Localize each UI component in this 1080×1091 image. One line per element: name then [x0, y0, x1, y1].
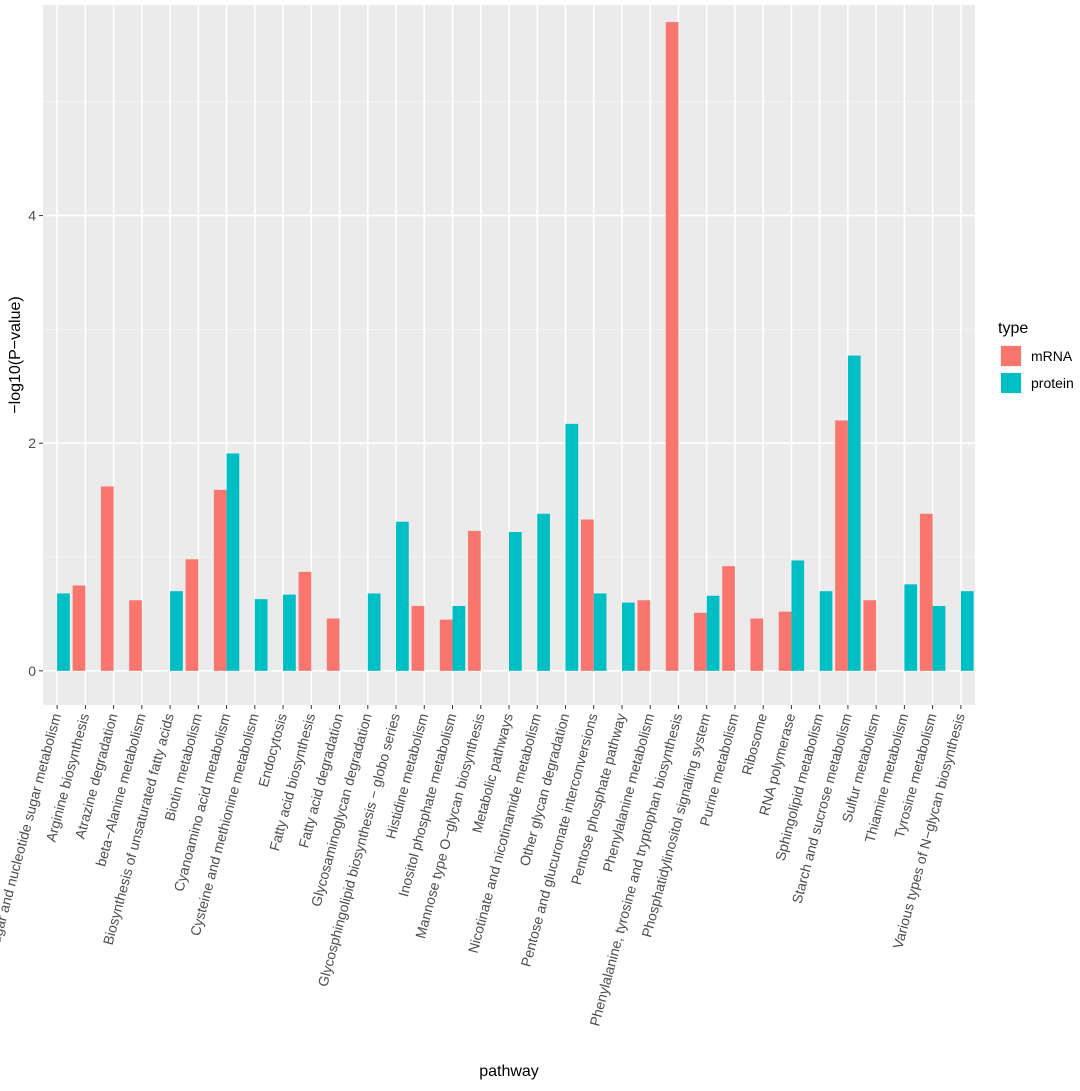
bar-mrna-2 — [100, 486, 114, 671]
bar-protein-14 — [452, 605, 466, 671]
y-tick-label: 2 — [28, 435, 36, 451]
legend-swatch-protein — [1001, 373, 1021, 393]
bar-mrna-29 — [863, 600, 877, 671]
x-tick-label: Amino sugar and nucleotide sugar metabol… — [0, 712, 64, 994]
bar-protein-27 — [819, 591, 833, 671]
y-tick-label: 0 — [28, 663, 36, 679]
bar-protein-17 — [537, 513, 550, 671]
bar-mrna-3 — [129, 600, 142, 671]
bar-protein-19 — [593, 593, 607, 671]
x-tick-label: Ribosome — [738, 711, 770, 776]
x-axis-title: pathway — [479, 1063, 539, 1080]
y-tick-label: 4 — [28, 208, 36, 224]
bar-mrna-28 — [835, 420, 848, 671]
bar-protein-7 — [254, 599, 268, 671]
bar-mrna-22 — [665, 22, 679, 671]
bar-mrna-9 — [298, 571, 312, 671]
bar-protein-30 — [904, 584, 918, 671]
bar-protein-32 — [960, 591, 974, 671]
bar-mrna-6 — [213, 489, 227, 671]
bar-protein-11 — [367, 593, 381, 671]
bar-mrna-5 — [185, 559, 199, 671]
bar-protein-16 — [509, 531, 522, 671]
bar-protein-23 — [706, 595, 720, 671]
bar-mrna-19 — [581, 519, 594, 671]
bar-mrna-14 — [439, 619, 453, 671]
bar-mrna-24 — [722, 566, 735, 671]
legend: type mRNA protein — [998, 320, 1074, 394]
bar-protein-20 — [621, 602, 635, 671]
bar-protein-0 — [57, 593, 70, 671]
bars — [57, 22, 974, 671]
bar-protein-31 — [932, 605, 946, 671]
bar-mrna-1 — [72, 585, 86, 671]
bar-protein-12 — [396, 521, 409, 671]
bar-mrna-31 — [919, 513, 933, 671]
bar-mrna-21 — [637, 600, 651, 671]
legend-label-mrna: mRNA — [1031, 348, 1073, 364]
bar-protein-8 — [283, 594, 296, 671]
bar-protein-6 — [226, 453, 240, 671]
bar-mrna-26 — [778, 611, 792, 671]
bar-mrna-10 — [326, 618, 340, 671]
legend-label-protein: protein — [1031, 375, 1074, 391]
bar-mrna-13 — [411, 605, 425, 671]
bar-protein-4 — [170, 591, 183, 671]
bar-protein-28 — [847, 355, 861, 671]
bar-mrna-25 — [750, 618, 764, 671]
y-axis-title: −log10(P−value) — [7, 296, 24, 413]
bar-protein-18 — [565, 423, 579, 671]
bar-mrna-15 — [468, 530, 481, 671]
legend-swatch-mrna — [1001, 346, 1021, 366]
bar-mrna-23 — [693, 612, 707, 671]
legend-title: type — [998, 320, 1028, 337]
bar-protein-26 — [791, 560, 805, 671]
